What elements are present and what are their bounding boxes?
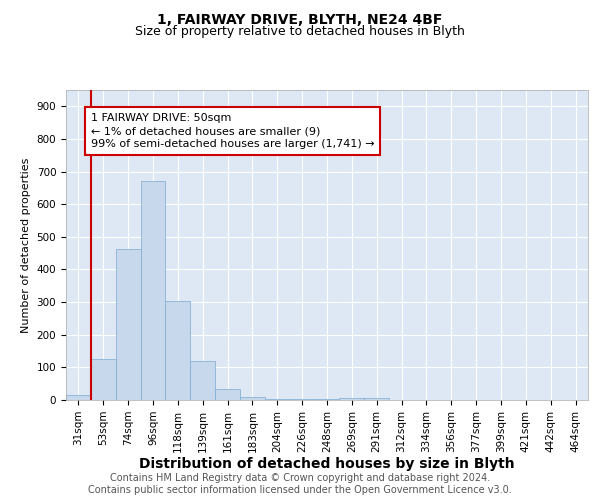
- Y-axis label: Number of detached properties: Number of detached properties: [21, 158, 31, 332]
- Bar: [116, 249, 140, 400]
- Text: Contains HM Land Registry data © Crown copyright and database right 2024.
Contai: Contains HM Land Registry data © Crown c…: [88, 474, 512, 495]
- Text: Size of property relative to detached houses in Blyth: Size of property relative to detached ho…: [135, 25, 465, 38]
- X-axis label: Distribution of detached houses by size in Blyth: Distribution of detached houses by size …: [139, 458, 515, 471]
- Text: 1 FAIRWAY DRIVE: 50sqm
← 1% of detached houses are smaller (9)
99% of semi-detac: 1 FAIRWAY DRIVE: 50sqm ← 1% of detached …: [91, 113, 374, 149]
- Bar: [240, 396, 265, 400]
- Bar: [140, 180, 166, 400]
- Bar: [340, 398, 364, 400]
- Bar: [215, 388, 240, 400]
- Bar: [91, 359, 116, 400]
- Bar: [364, 398, 389, 400]
- Bar: [190, 361, 215, 400]
- Bar: [166, 302, 190, 400]
- Text: 1, FAIRWAY DRIVE, BLYTH, NE24 4BF: 1, FAIRWAY DRIVE, BLYTH, NE24 4BF: [157, 12, 443, 26]
- Bar: [66, 395, 91, 400]
